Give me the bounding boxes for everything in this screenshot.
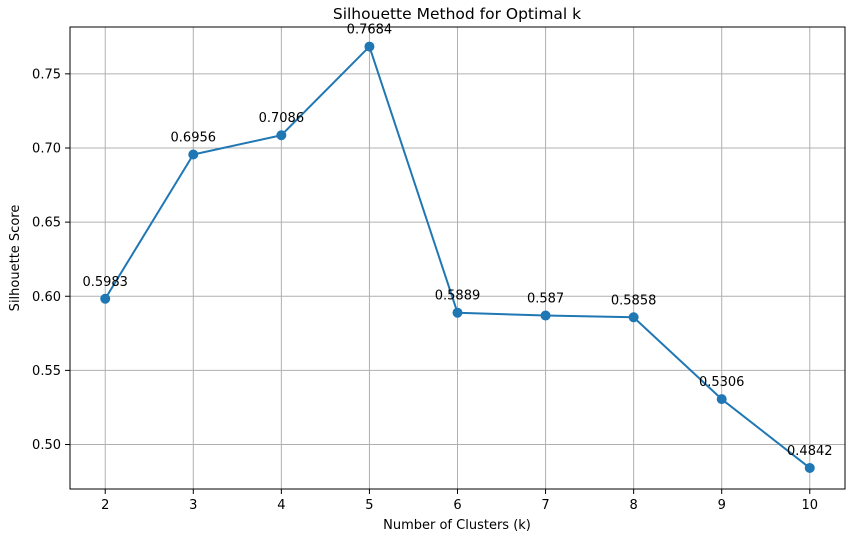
x-tick-label: 8 bbox=[629, 498, 637, 513]
data-labels: 0.5983 0.6956 0.7086 0.7684 0.5889 0.587 0.585… bbox=[82, 23, 832, 459]
y-tick-label: 0.65 bbox=[32, 216, 61, 231]
data-point-marker bbox=[540, 310, 551, 321]
series-layer bbox=[100, 41, 815, 473]
y-tick-label: 0.75 bbox=[32, 67, 61, 82]
y-tick-label: 0.50 bbox=[32, 438, 61, 453]
x-axis-label: Number of Clusters (k) bbox=[383, 518, 531, 533]
data-point-marker bbox=[628, 312, 639, 323]
data-label: 0.5983 bbox=[82, 275, 128, 290]
data-label: 0.4842 bbox=[787, 444, 833, 459]
x-tick-label: 5 bbox=[365, 498, 373, 513]
x-tick-label: 3 bbox=[189, 498, 197, 513]
data-label: 0.7684 bbox=[347, 23, 393, 38]
data-point-marker bbox=[276, 130, 287, 141]
data-label: 0.587 bbox=[527, 292, 564, 307]
x-tick-label: 2 bbox=[101, 498, 109, 513]
x-tick-label: 7 bbox=[541, 498, 549, 513]
x-tick-label: 9 bbox=[718, 498, 726, 513]
data-point-marker bbox=[100, 293, 111, 304]
data-point-marker bbox=[716, 394, 727, 405]
data-label: 0.5306 bbox=[699, 375, 745, 390]
y-tick-label: 0.60 bbox=[32, 290, 61, 305]
data-label: 0.7086 bbox=[259, 111, 305, 126]
data-point-marker bbox=[804, 462, 815, 473]
y-tick-label: 0.70 bbox=[32, 141, 61, 156]
data-point-marker bbox=[188, 149, 199, 160]
x-tick-label: 6 bbox=[453, 498, 461, 513]
data-label: 0.5889 bbox=[435, 289, 481, 304]
y-axis-label: Silhouette Score bbox=[8, 205, 23, 312]
data-point-marker bbox=[364, 41, 375, 52]
x-tick-label: 10 bbox=[801, 498, 818, 513]
data-label: 0.6956 bbox=[171, 131, 217, 146]
x-tick-label: 4 bbox=[277, 498, 285, 513]
tick-marks: 2 3 4 5 6 7 8 9 10 0.50 0.55 0.60 0.65 0.70 0.75 bbox=[32, 67, 818, 513]
grid-lines bbox=[70, 27, 845, 489]
y-tick-label: 0.55 bbox=[32, 364, 61, 379]
data-point-marker bbox=[452, 307, 463, 318]
chart-title: Silhouette Method for Optimal k bbox=[333, 5, 581, 23]
data-label: 0.5858 bbox=[611, 293, 657, 308]
